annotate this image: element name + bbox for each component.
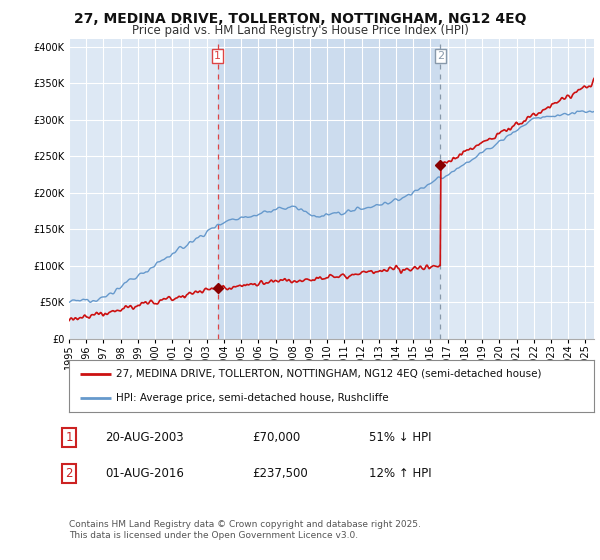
Text: 1: 1 bbox=[65, 431, 73, 445]
Text: 1: 1 bbox=[214, 51, 221, 61]
Text: 20-AUG-2003: 20-AUG-2003 bbox=[105, 431, 184, 445]
Text: Price paid vs. HM Land Registry's House Price Index (HPI): Price paid vs. HM Land Registry's House … bbox=[131, 24, 469, 36]
Text: 27, MEDINA DRIVE, TOLLERTON, NOTTINGHAM, NG12 4EQ (semi-detached house): 27, MEDINA DRIVE, TOLLERTON, NOTTINGHAM,… bbox=[116, 369, 542, 379]
Text: Contains HM Land Registry data © Crown copyright and database right 2025.
This d: Contains HM Land Registry data © Crown c… bbox=[69, 520, 421, 540]
Text: HPI: Average price, semi-detached house, Rushcliffe: HPI: Average price, semi-detached house,… bbox=[116, 393, 389, 403]
Text: 27, MEDINA DRIVE, TOLLERTON, NOTTINGHAM, NG12 4EQ: 27, MEDINA DRIVE, TOLLERTON, NOTTINGHAM,… bbox=[74, 12, 526, 26]
Bar bbox=[218, 39, 440, 339]
Text: 2: 2 bbox=[65, 466, 73, 480]
Text: £237,500: £237,500 bbox=[252, 466, 308, 480]
Text: 2: 2 bbox=[437, 51, 444, 61]
Text: 12% ↑ HPI: 12% ↑ HPI bbox=[369, 466, 431, 480]
Text: £70,000: £70,000 bbox=[252, 431, 300, 445]
Text: 01-AUG-2016: 01-AUG-2016 bbox=[105, 466, 184, 480]
Text: 51% ↓ HPI: 51% ↓ HPI bbox=[369, 431, 431, 445]
